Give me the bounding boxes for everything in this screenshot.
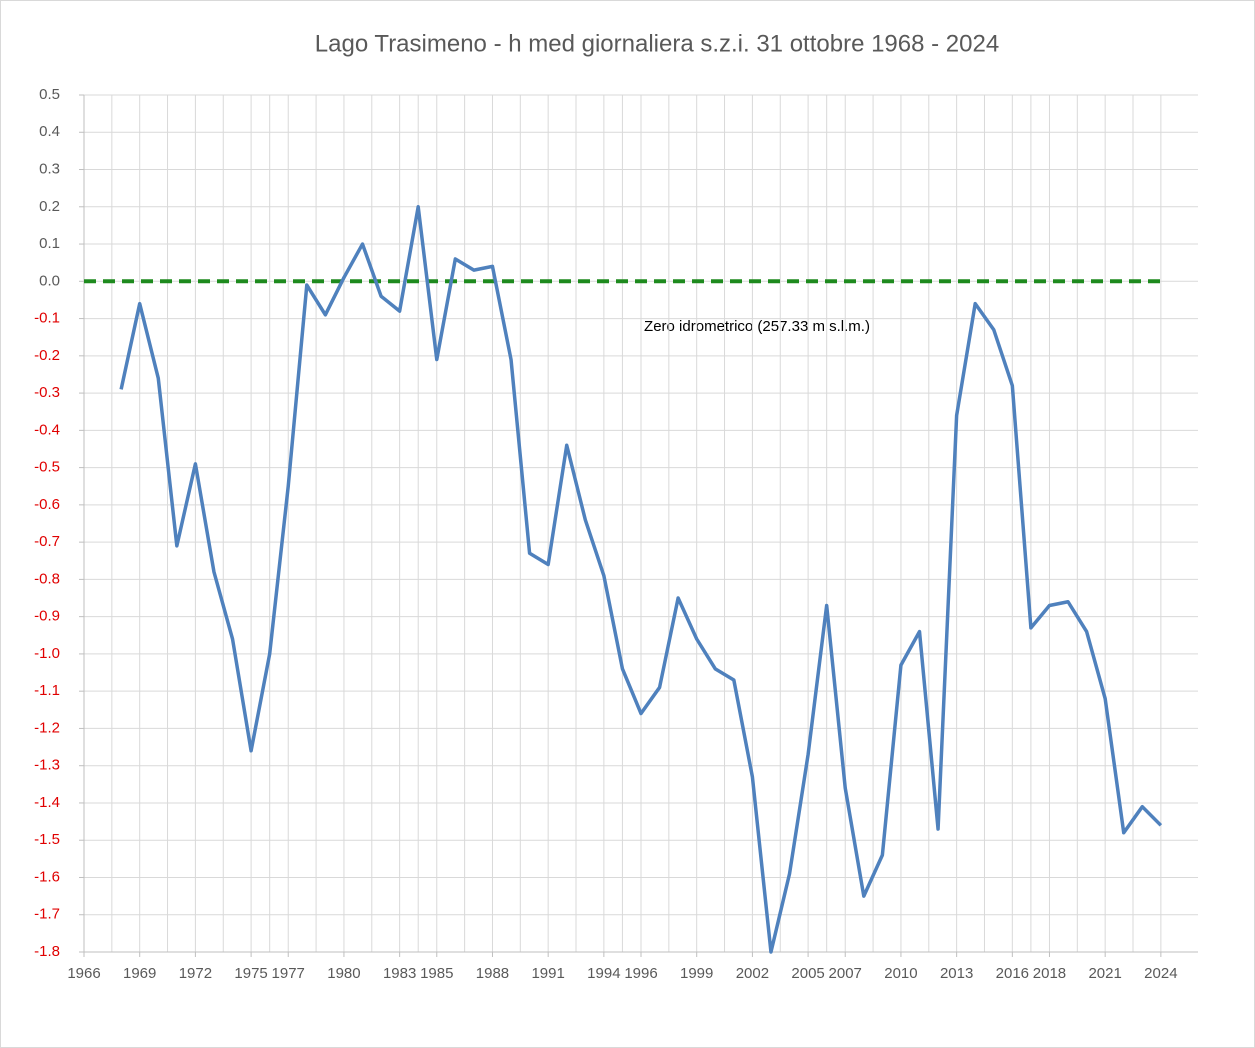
y-tick-label: -0.7: [34, 533, 60, 550]
y-tick-label: -1.2: [34, 719, 60, 736]
y-tick-label: -0.6: [34, 496, 60, 513]
y-tick-label: 0.1: [39, 235, 60, 252]
x-tick-label: 2018: [1033, 965, 1066, 982]
x-tick-label: 1972: [179, 965, 212, 982]
x-tick-label: 1969: [123, 965, 156, 982]
x-tick-label: 2024: [1144, 965, 1177, 982]
x-tick-label: 1999: [680, 965, 713, 982]
y-tick-label: -0.2: [34, 347, 60, 364]
x-tick-label: 2005: [791, 965, 824, 982]
x-tick-label: 1975: [234, 965, 267, 982]
y-tick-label: -1.6: [34, 868, 60, 885]
chart-title: Lago Trasimeno - h med giornaliera s.z.i…: [315, 30, 999, 57]
y-tick-label: -1.4: [34, 794, 60, 811]
x-tick-label: 1985: [420, 965, 453, 982]
x-tick-label: 2021: [1088, 965, 1121, 982]
y-tick-label: 0.0: [39, 272, 60, 289]
y-tick-label: -1.3: [34, 757, 60, 774]
x-tick-label: 2013: [940, 965, 973, 982]
y-tick-label: -0.1: [34, 310, 60, 327]
y-tick-label: -1.7: [34, 906, 60, 923]
y-tick-label: 0.2: [39, 198, 60, 215]
x-tick-label: 2010: [884, 965, 917, 982]
x-tick-label: 1991: [531, 965, 564, 982]
x-tick-label: 1983: [383, 965, 416, 982]
y-tick-label: -1.1: [34, 682, 60, 699]
y-tick-label: -0.4: [34, 421, 60, 438]
x-tick-label: 2016: [996, 965, 1029, 982]
annotation: Zero idrometrico (257.33 m s.l.m.): [644, 318, 870, 335]
data-line: [119, 205, 1163, 954]
y-tick-label: -0.8: [34, 570, 60, 587]
y-tick-label: -1.0: [34, 645, 60, 662]
y-tick-label: -1.5: [34, 831, 60, 848]
x-tick-label: 2002: [736, 965, 769, 982]
y-tick-label: 0.5: [39, 86, 60, 103]
x-tick-label: 1988: [476, 965, 509, 982]
y-tick-label: 0.3: [39, 160, 60, 177]
x-tick-label: 1996: [624, 965, 657, 982]
x-tick-label: 2007: [829, 965, 862, 982]
x-tick-label: 1980: [327, 965, 360, 982]
y-tick-label: 0.4: [39, 123, 60, 140]
x-tick-label: 1994: [587, 965, 620, 982]
y-tick-label: -0.9: [34, 608, 60, 625]
y-tick-label: -0.5: [34, 459, 60, 476]
y-tick-label: -1.8: [34, 943, 60, 960]
x-tick-label: 1977: [272, 965, 305, 982]
y-tick-label: -0.3: [34, 384, 60, 401]
x-tick-label: 1966: [67, 965, 100, 982]
